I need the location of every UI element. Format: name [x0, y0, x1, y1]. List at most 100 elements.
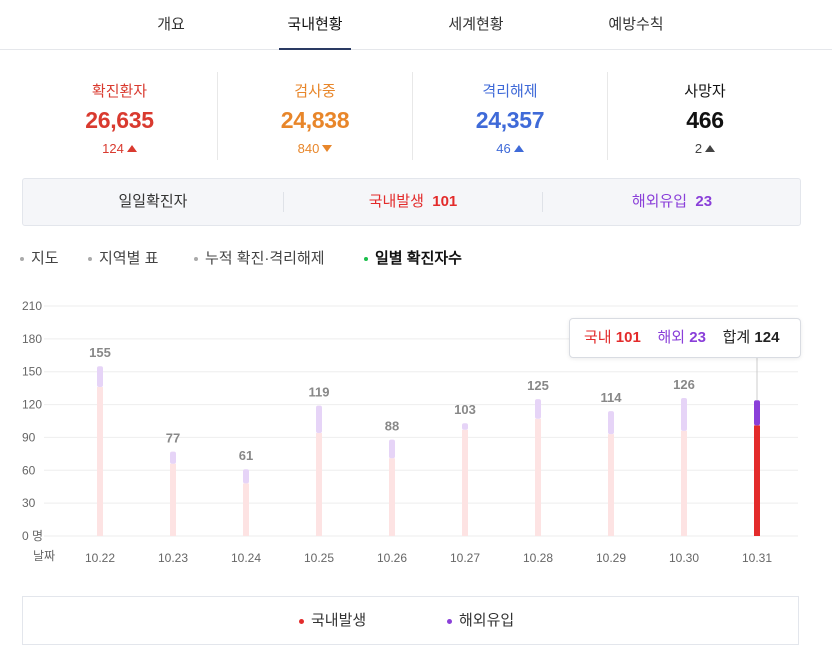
stat-released-value: 24,357 — [475, 107, 545, 133]
stat-deceased-label: 사망자 — [684, 83, 726, 100]
y-tick-label: 0 명 — [22, 529, 43, 543]
bar-overseas[interactable] — [170, 451, 176, 464]
y-tick-label: 210 — [22, 299, 42, 313]
daily-label: 일일확진자 — [118, 193, 188, 210]
bar-total-label: 103 — [454, 402, 476, 417]
summary-stats: 확진환자 26,635 124 검사중 24,838 840 격리해제 24,3… — [22, 72, 802, 160]
x-tick-label: 10.30 — [669, 551, 699, 565]
daily-domestic-label: 국내발생 — [368, 193, 424, 210]
bar-total-label: 155 — [89, 345, 111, 360]
bar-domestic[interactable] — [681, 430, 687, 536]
stat-released: 격리해제 24,357 46 — [412, 72, 607, 160]
x-tick-label: 10.22 — [85, 551, 115, 565]
subnav-cumulative[interactable]: 누적 확진·격리해제 — [194, 246, 325, 272]
bar-total-label: 88 — [385, 419, 399, 434]
bar-domestic[interactable] — [389, 458, 395, 536]
subnav-region-table[interactable]: 지역별 표 — [88, 246, 158, 272]
y-tick-label: 150 — [22, 365, 42, 379]
x-axis-label: 날짜 — [33, 549, 55, 563]
chart-legend: 국내발생 해외유입 — [22, 596, 799, 645]
tooltip-domestic-label: 국내 — [584, 329, 612, 346]
bar-overseas[interactable] — [462, 423, 468, 430]
tooltip-overseas-label: 해외 — [657, 329, 686, 346]
stat-confirmed-value: 26,635 — [85, 107, 154, 133]
x-tick-label: 10.23 — [158, 551, 188, 565]
bar-total-label: 119 — [309, 385, 330, 400]
bar-domestic[interactable] — [170, 463, 176, 536]
bar-overseas[interactable] — [681, 398, 687, 431]
tooltip-overseas: 해외 23 — [657, 329, 705, 346]
change-value: 840 — [297, 141, 320, 156]
bar-overseas[interactable] — [535, 399, 541, 419]
bar-domestic[interactable] — [97, 387, 103, 536]
stat-confirmed: 확진환자 26,635 124 — [22, 72, 217, 160]
subnav-label: 지역별 표 — [99, 250, 159, 267]
daily-confirmed-panel: 일일확진자 국내발생 101 해외유입 23 — [22, 178, 801, 226]
y-tick-label: 90 — [22, 430, 36, 444]
y-tick-label: 180 — [22, 332, 42, 346]
x-tick-label: 10.24 — [231, 551, 261, 565]
bar-domestic[interactable] — [462, 429, 468, 536]
tab-domestic[interactable]: 국내현황 — [279, 0, 351, 50]
y-tick-label: 60 — [22, 463, 36, 477]
bar-total-label: 114 — [601, 390, 623, 405]
stat-released-label: 격리해제 — [482, 83, 538, 100]
legend-overseas[interactable]: 해외유입 — [447, 597, 514, 644]
bar-overseas[interactable] — [608, 411, 614, 435]
stat-testing-value: 24,838 — [280, 107, 350, 133]
tooltip-total-value: 124 — [754, 329, 780, 346]
legend-domestic[interactable]: 국내발생 — [299, 597, 366, 644]
stat-testing: 검사중 24,838 840 — [217, 72, 412, 160]
x-tick-label: 10.29 — [596, 551, 626, 565]
bar-domestic[interactable] — [316, 433, 322, 536]
daily-overseas-label: 해외유입 — [631, 193, 688, 210]
bar-total-label: 61 — [239, 448, 253, 463]
tab-overview[interactable]: 개요 — [157, 16, 185, 33]
triangle-up-icon — [513, 145, 524, 152]
bar-overseas[interactable] — [754, 400, 760, 426]
bar-overseas[interactable] — [316, 405, 322, 434]
bullet-icon — [20, 257, 24, 262]
legend-dot-icon — [299, 618, 304, 624]
divider — [283, 192, 284, 212]
stat-deceased-change: 2 — [608, 141, 802, 156]
change-value: 46 — [496, 141, 511, 156]
legend-label: 국내발생 — [311, 612, 367, 629]
tooltip-overseas-value: 23 — [689, 329, 706, 346]
divider — [542, 192, 543, 212]
bar-domestic[interactable] — [608, 434, 614, 536]
chart-tooltip: 국내 101 해외 23 합계 124 — [569, 318, 801, 358]
subnav-label: 누적 확진·격리해제 — [205, 250, 325, 267]
bar-total-label: 77 — [166, 431, 180, 446]
stat-confirmed-label: 확진환자 — [91, 83, 148, 100]
bar-domestic[interactable] — [535, 418, 541, 536]
bar-overseas[interactable] — [97, 366, 103, 388]
x-tick-label: 10.28 — [523, 551, 553, 565]
legend-label: 해외유입 — [459, 612, 515, 629]
subnav-label: 지도 — [31, 250, 59, 267]
triangle-up-icon — [705, 145, 716, 152]
bar-overseas[interactable] — [243, 469, 249, 484]
y-tick-label: 30 — [22, 496, 36, 510]
stat-testing-change: 840 — [218, 141, 412, 156]
x-tick-label: 10.27 — [450, 551, 480, 565]
change-value: 124 — [102, 141, 124, 156]
bar-total-label: 126 — [673, 377, 695, 392]
subnav-daily[interactable]: 일별 확진자수 — [364, 246, 462, 272]
daily-domestic: 국내발생 101 — [284, 179, 542, 225]
y-tick-label: 120 — [22, 398, 42, 412]
subnav-label: 일별 확진자수 — [375, 250, 462, 267]
bar-domestic[interactable] — [243, 483, 249, 536]
stat-deceased-value: 466 — [686, 107, 724, 133]
tab-world[interactable]: 세계현황 — [448, 16, 504, 33]
stat-confirmed-change: 124 — [22, 141, 217, 156]
bar-overseas[interactable] — [389, 439, 395, 459]
tab-prevention[interactable]: 예방수칙 — [608, 16, 664, 33]
change-value: 2 — [694, 141, 703, 156]
subnav-map[interactable]: 지도 — [20, 246, 59, 272]
triangle-down-icon — [322, 145, 333, 152]
bullet-icon — [364, 257, 368, 262]
bar-domestic[interactable] — [754, 425, 760, 536]
triangle-up-icon — [126, 145, 137, 152]
tooltip-domestic-value: 101 — [615, 329, 641, 346]
